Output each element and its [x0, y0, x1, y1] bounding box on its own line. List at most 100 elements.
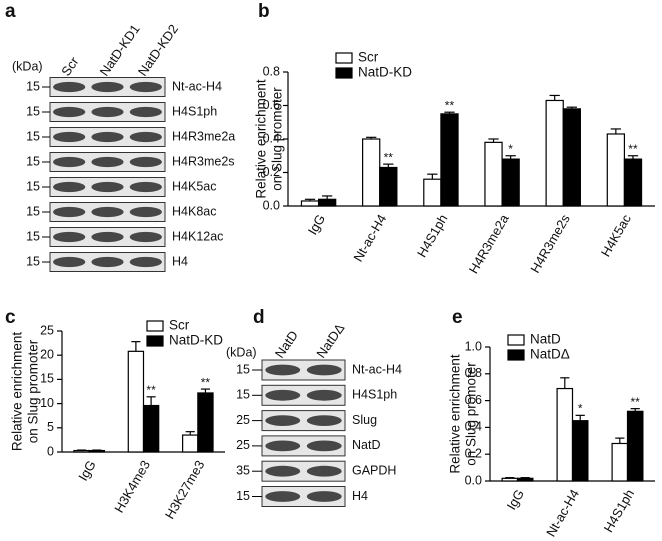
protein-label: Nt-ac-H4: [352, 362, 402, 376]
significance-label: **: [201, 375, 211, 389]
x-tick-label: H3K27me3: [162, 458, 208, 522]
blot-band: [265, 389, 301, 401]
y-tick-label: 0.8: [465, 366, 482, 380]
x-tick-label: IgG: [504, 487, 527, 513]
blot-band: [265, 415, 301, 426]
mw-label: 15: [26, 79, 40, 93]
blot-band: [265, 465, 301, 477]
protein-label: Slug: [352, 413, 377, 427]
x-tick-label: H4R3me2s: [527, 211, 573, 275]
bar: [127, 350, 145, 453]
legend-label: NatD-KD: [169, 333, 223, 348]
legend-label: NatD-KD: [358, 65, 412, 80]
mw-label: 15: [26, 179, 40, 193]
protein-label: H4K8ac: [172, 204, 216, 218]
blot-band: [306, 491, 342, 502]
lane-label: Scr: [58, 54, 82, 79]
blot-band: [129, 81, 162, 93]
bar: [182, 434, 199, 453]
mw-label: 15: [26, 129, 40, 143]
legend-swatch: [507, 349, 525, 361]
legend-label: NatDΔ: [530, 347, 570, 362]
x-tick-label: H3K4me3: [111, 458, 153, 516]
bar: [88, 449, 105, 453]
bar: [501, 158, 520, 207]
lane-label: NatDΔ: [313, 320, 347, 360]
y-tick-label: 1.0: [465, 339, 482, 353]
blot-band: [129, 156, 162, 168]
blot-band: [91, 231, 124, 243]
bar: [623, 158, 643, 207]
protein-label: H4K5ac: [172, 179, 216, 193]
y-tick-label: 10: [40, 396, 54, 410]
bar: [571, 420, 589, 482]
x-tick-label: Nt-ac-H4: [543, 487, 582, 540]
blot-band: [306, 415, 342, 426]
bar: [300, 200, 320, 207]
bar: [501, 477, 519, 482]
significance-label: **: [146, 383, 156, 397]
x-tick-label: H4S1ph: [601, 487, 637, 535]
protein-label: H4K12ac: [172, 229, 223, 243]
protein-label: H4S1ph: [172, 104, 217, 118]
bar: [197, 392, 214, 453]
blot-band: [265, 440, 301, 452]
mw-label: 15: [236, 362, 250, 376]
bar: [142, 404, 160, 453]
panel-letter: d: [253, 307, 265, 328]
blot-band: [53, 156, 86, 168]
y-tick-label: 5: [47, 420, 54, 434]
blot-band: [265, 491, 301, 502]
bar: [484, 141, 503, 207]
bar: [606, 133, 626, 207]
bar: [611, 442, 629, 482]
panel-letter: a: [5, 1, 16, 22]
y-axis-label: Relative enrichment: [10, 332, 25, 452]
y-tick-label: 0.6: [263, 98, 280, 112]
blot-band: [53, 81, 86, 93]
panel-letter: b: [258, 1, 270, 22]
significance-label: *: [508, 142, 513, 156]
bar: [516, 477, 534, 482]
legend-swatch: [507, 334, 525, 346]
legend-swatch: [146, 320, 164, 332]
legend-label: Scr: [169, 318, 190, 333]
x-tick-label: IgG: [305, 212, 328, 238]
blot-band: [91, 156, 124, 168]
blot-band: [129, 231, 162, 243]
y-tick-label: 0.2: [263, 165, 280, 179]
significance-label: **: [445, 98, 455, 112]
blot-band: [91, 131, 124, 143]
blot-band: [53, 256, 86, 268]
x-tick-label: H4K5ac: [598, 211, 634, 259]
blot-band: [129, 206, 162, 218]
legend-label: NatD: [530, 332, 561, 347]
blot-band: [53, 181, 86, 193]
bar: [440, 113, 459, 207]
bar: [423, 178, 442, 207]
blot-band: [53, 231, 86, 243]
protein-label: NatD: [352, 438, 380, 452]
y-axis-label: Relative enrichment: [254, 79, 269, 199]
y-axis-label: Relative enrichment: [448, 354, 463, 474]
mw-label: 25: [236, 438, 250, 452]
blot-band: [129, 256, 162, 268]
x-tick-label: H4S1ph: [414, 212, 450, 260]
blot-band: [91, 256, 124, 268]
legend-swatch: [335, 52, 353, 64]
mw-label: 25: [236, 413, 250, 427]
mw-label: 35: [236, 463, 250, 477]
mw-unit: (kDa): [12, 59, 43, 73]
blot-band: [129, 131, 162, 143]
significance-label: *: [578, 402, 583, 416]
legend-label: Scr: [358, 50, 379, 65]
blot-band: [91, 81, 124, 93]
blot-band: [129, 106, 162, 118]
blot-band: [53, 131, 86, 143]
y-tick-label: 0.0: [465, 473, 482, 487]
mw-label: 15: [26, 204, 40, 218]
x-tick-label: Nt-ac-H4: [350, 212, 389, 265]
bar: [379, 166, 398, 207]
bar: [556, 387, 574, 482]
